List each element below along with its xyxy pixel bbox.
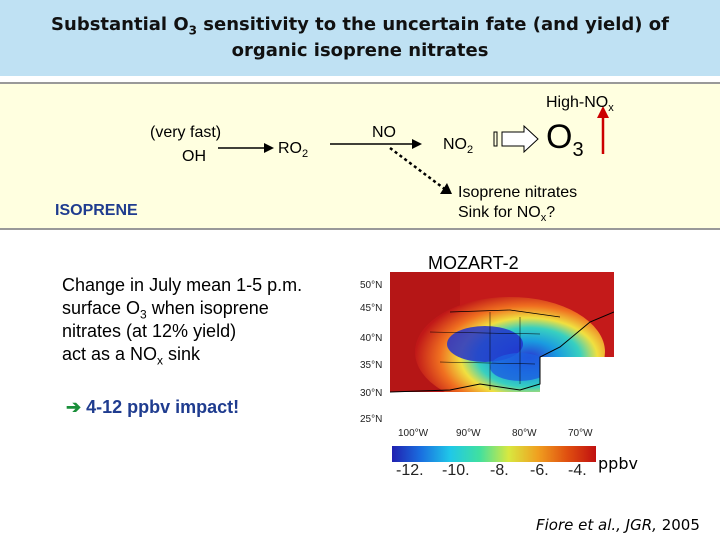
lon-label: 100°W: [398, 428, 429, 439]
lon-label: 80°W: [512, 428, 537, 439]
reaction-diagram-panel: [0, 82, 720, 230]
description-line4: act as a NOx sink: [62, 344, 201, 368]
model-label: MOZART-2: [428, 253, 519, 273]
o3-increase-arrow-head: [597, 106, 609, 118]
citation: Fiore et al., JGR, 2005: [536, 516, 700, 534]
lat-label: 40°N: [360, 333, 383, 344]
arrow-right-icon: ➔: [66, 397, 82, 417]
slide-title-line1: Substantial O3 sensitivity to the uncert…: [51, 14, 669, 38]
description-line3: nitrates (at 12% yield): [62, 321, 237, 341]
nitrates-label-line1: Isoprene nitrates: [458, 184, 578, 201]
colorbar: [392, 446, 596, 462]
reaction-arrows: [218, 106, 609, 194]
nitrate-branch-arrow: [389, 147, 447, 191]
lat-label: 25°N: [360, 414, 383, 425]
o3-label: O3: [546, 118, 584, 161]
description-line1: Change in July mean 1-5 p.m.: [62, 275, 303, 295]
colorbar-tick: -12.: [396, 462, 424, 479]
lat-label: 30°N: [360, 388, 383, 399]
colorbar-tick: -10.: [442, 462, 470, 479]
oh-label: OH: [182, 148, 206, 165]
colorbar-unit: ppbv: [598, 454, 638, 473]
oh-arrow-head: [264, 143, 274, 153]
hollow-arrow-bar: [493, 131, 498, 147]
hollow-arrow: [501, 124, 539, 154]
nitrate-branch-arrow-head: [440, 183, 452, 194]
colorbar-tick: -4.: [568, 462, 587, 479]
lon-label: 90°W: [456, 428, 481, 439]
impact-statement: ➔ 4-12 ppbv impact!: [66, 397, 240, 417]
description-line2: surface O3 when isoprene: [62, 298, 269, 322]
colorbar-tick: -6.: [530, 462, 549, 479]
lon-label: 70°W: [568, 428, 593, 439]
no2-label: NO2: [443, 136, 474, 157]
high-nox-label: High-NOx: [546, 94, 614, 115]
lat-label: 35°N: [360, 360, 383, 371]
isoprene-label: ISOPRENE: [55, 202, 138, 219]
no-label: NO: [372, 124, 396, 141]
ozone-change-map: [390, 272, 614, 424]
ro2-label: RO2: [278, 140, 309, 161]
lat-label: 45°N: [360, 303, 383, 314]
very-fast-label: (very fast): [150, 124, 222, 141]
lat-label: 50°N: [360, 280, 383, 291]
slide-title-line2: organic isoprene nitrates: [231, 40, 489, 61]
no-arrow-head: [412, 139, 422, 149]
nitrates-label-line2: Sink for NOx?: [458, 204, 556, 225]
title-banner: [0, 0, 720, 76]
colorbar-tick: -8.: [490, 462, 509, 479]
ozone-change-field: [390, 272, 614, 424]
